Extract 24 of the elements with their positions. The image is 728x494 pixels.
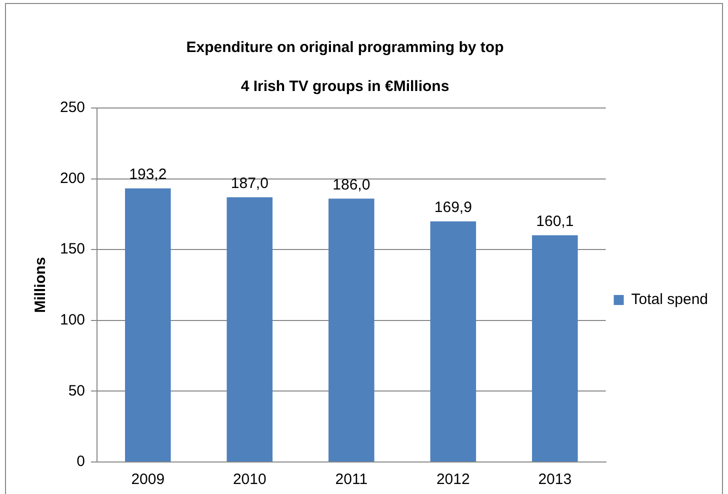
data-label: 160,1 <box>536 212 574 230</box>
x-tick-label: 2010 <box>232 471 266 488</box>
data-label: 193,2 <box>129 166 167 184</box>
data-label: 187,0 <box>230 174 268 192</box>
data-label: 186,0 <box>332 176 370 194</box>
x-tick-label: 2011 <box>335 471 368 488</box>
y-tick-label: 250 <box>60 99 86 116</box>
bar <box>430 221 476 462</box>
y-tick-label: 0 <box>76 453 86 470</box>
legend-label: Total spend <box>631 291 708 308</box>
bar <box>328 198 374 462</box>
x-tick-label: 2012 <box>436 471 470 488</box>
x-tick-label: 2009 <box>131 471 165 488</box>
data-label: 169,9 <box>434 199 472 216</box>
y-axis-title: Millions <box>32 257 50 313</box>
bar <box>226 197 273 462</box>
y-tick-label: 100 <box>60 312 86 329</box>
chart-title: Expenditure on original programming by top 4 Irish TV groups in €Millions <box>186 39 504 95</box>
bar <box>532 235 578 462</box>
bar <box>125 188 171 462</box>
y-tick-label: 150 <box>60 240 86 258</box>
x-tick-label: 2013 <box>538 471 572 488</box>
y-tick-label: 200 <box>60 170 86 187</box>
y-tick-label: 50 <box>68 382 86 400</box>
